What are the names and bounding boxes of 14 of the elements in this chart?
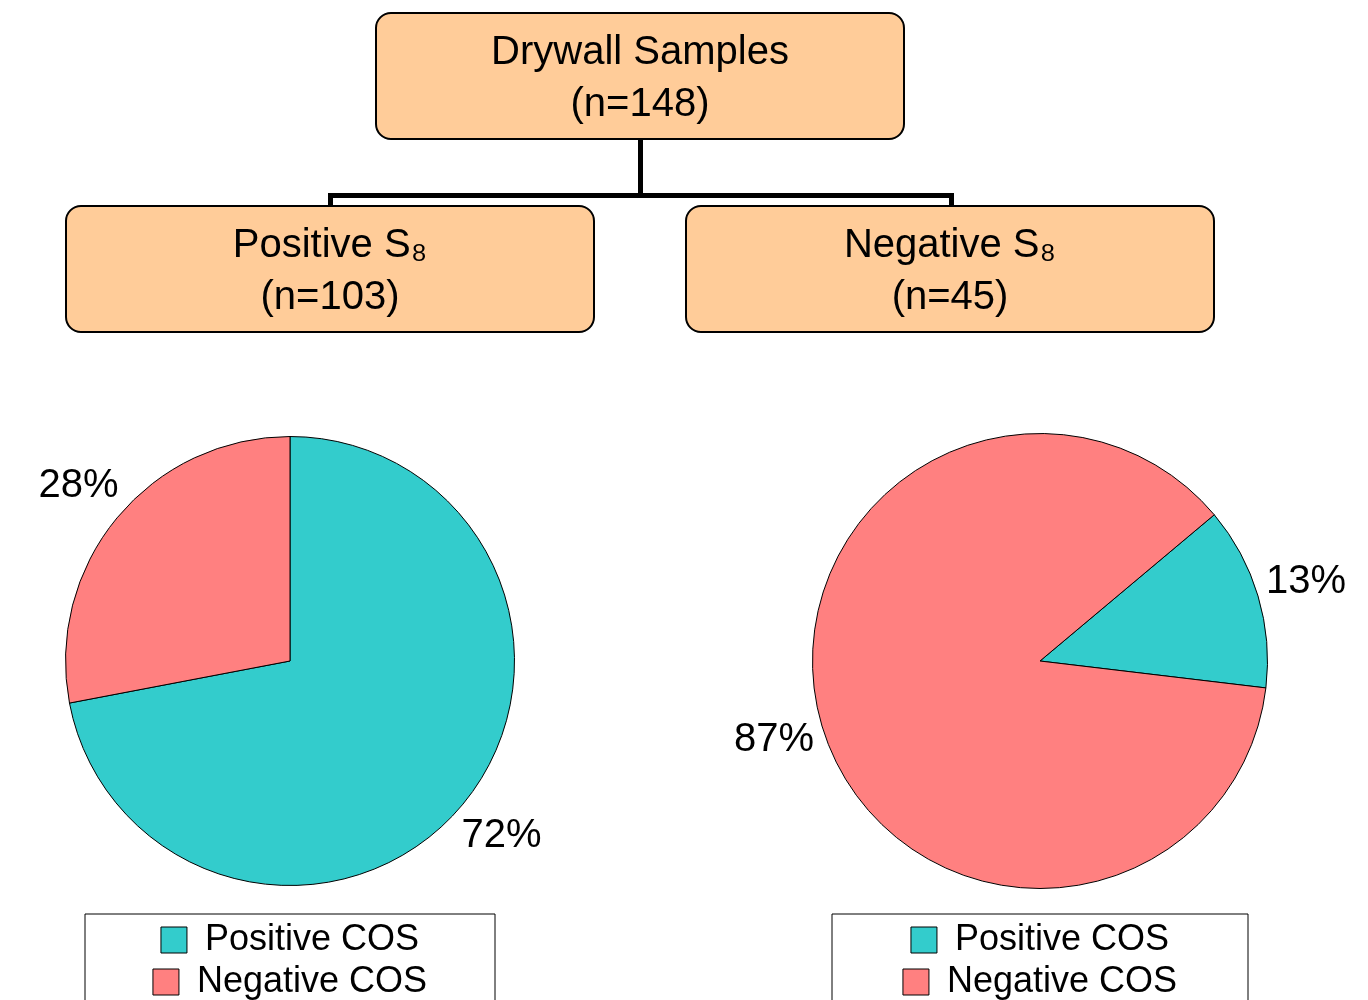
chart-subtitle: (n=103) <box>260 272 400 319</box>
legend-label: Positive COS <box>954 916 1170 958</box>
text: (n=148) <box>570 79 710 126</box>
legend-label: Negative COS <box>946 958 1178 1000</box>
data-label: 28% <box>38 461 119 506</box>
data-label: 87% <box>734 715 815 760</box>
text: Drywall Samples <box>491 27 789 74</box>
data-label: 72% <box>461 811 542 855</box>
legend-label: Negative COS <box>196 958 428 1000</box>
chart-title: Positive S₈ <box>232 220 428 267</box>
legend-label: Positive COS <box>204 916 420 958</box>
chart-title: Negative S₈ <box>843 220 1057 267</box>
chart-subtitle: (n=45) <box>891 272 1009 319</box>
data-label: 13% <box>1265 556 1346 601</box>
